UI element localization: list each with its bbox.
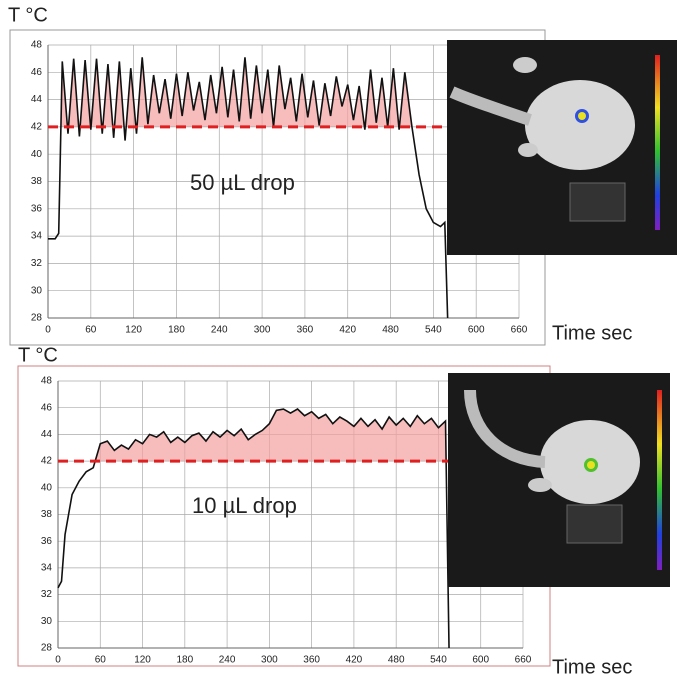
x-tick-label: 300: [254, 325, 271, 336]
y-tick-label: 36: [31, 203, 43, 214]
x-tick-label: 480: [388, 655, 405, 666]
thermal-image: [447, 40, 677, 255]
x-tick-label: 240: [211, 325, 228, 336]
y-tick-label: 40: [41, 482, 53, 493]
y-tick-label: 46: [41, 402, 53, 413]
x-tick-label: 60: [85, 325, 97, 336]
y-tick-label: 48: [41, 376, 53, 387]
x-tick-label: 120: [134, 655, 151, 666]
series-line: [48, 57, 449, 319]
y-tick-label: 32: [41, 589, 53, 600]
y-tick-label: 30: [41, 616, 53, 627]
x-tick-label: 540: [430, 655, 447, 666]
x-tick-label: 420: [346, 655, 363, 666]
y-axis-label: T °C: [18, 344, 58, 366]
y-tick-label: 30: [31, 285, 43, 296]
y-tick-label: 38: [31, 176, 43, 187]
x-tick-label: 120: [125, 325, 142, 336]
y-tick-label: 46: [31, 67, 43, 78]
series-line: [57, 408, 450, 649]
y-tick-label: 40: [31, 149, 43, 160]
x-tick-label: 360: [297, 325, 314, 336]
x-tick-label: 480: [382, 325, 399, 336]
annotation: 10 µL drop: [192, 493, 297, 518]
x-axis-label: Time sec: [552, 656, 632, 678]
x-axis-label: Time sec: [552, 322, 632, 344]
y-tick-label: 44: [41, 429, 53, 440]
x-tick-label: 360: [303, 655, 320, 666]
y-tick-label: 38: [41, 509, 53, 520]
y-tick-label: 28: [31, 313, 43, 324]
y-tick-label: 44: [31, 94, 43, 105]
x-tick-label: 420: [339, 325, 356, 336]
y-tick-label: 34: [41, 563, 53, 574]
y-tick-label: 42: [41, 456, 53, 467]
annotation: 50 µL drop: [190, 170, 295, 195]
y-axis-label: T °C: [8, 4, 48, 26]
y-tick-label: 42: [31, 122, 43, 133]
thermal-image: [448, 373, 670, 587]
x-tick-label: 60: [95, 655, 107, 666]
y-tick-label: 34: [31, 231, 43, 242]
y-tick-label: 32: [31, 258, 43, 269]
x-tick-label: 600: [472, 655, 489, 666]
x-tick-label: 240: [219, 655, 236, 666]
x-tick-label: 180: [176, 655, 193, 666]
y-tick-label: 28: [41, 643, 53, 654]
x-tick-label: 600: [468, 325, 485, 336]
x-tick-label: 660: [511, 325, 528, 336]
x-tick-label: 300: [261, 655, 278, 666]
y-tick-label: 36: [41, 536, 53, 547]
y-tick-label: 48: [31, 40, 43, 51]
x-tick-label: 660: [515, 655, 532, 666]
x-tick-label: 0: [45, 325, 51, 336]
x-tick-label: 0: [55, 655, 61, 666]
x-tick-label: 180: [168, 325, 185, 336]
x-tick-label: 540: [425, 325, 442, 336]
